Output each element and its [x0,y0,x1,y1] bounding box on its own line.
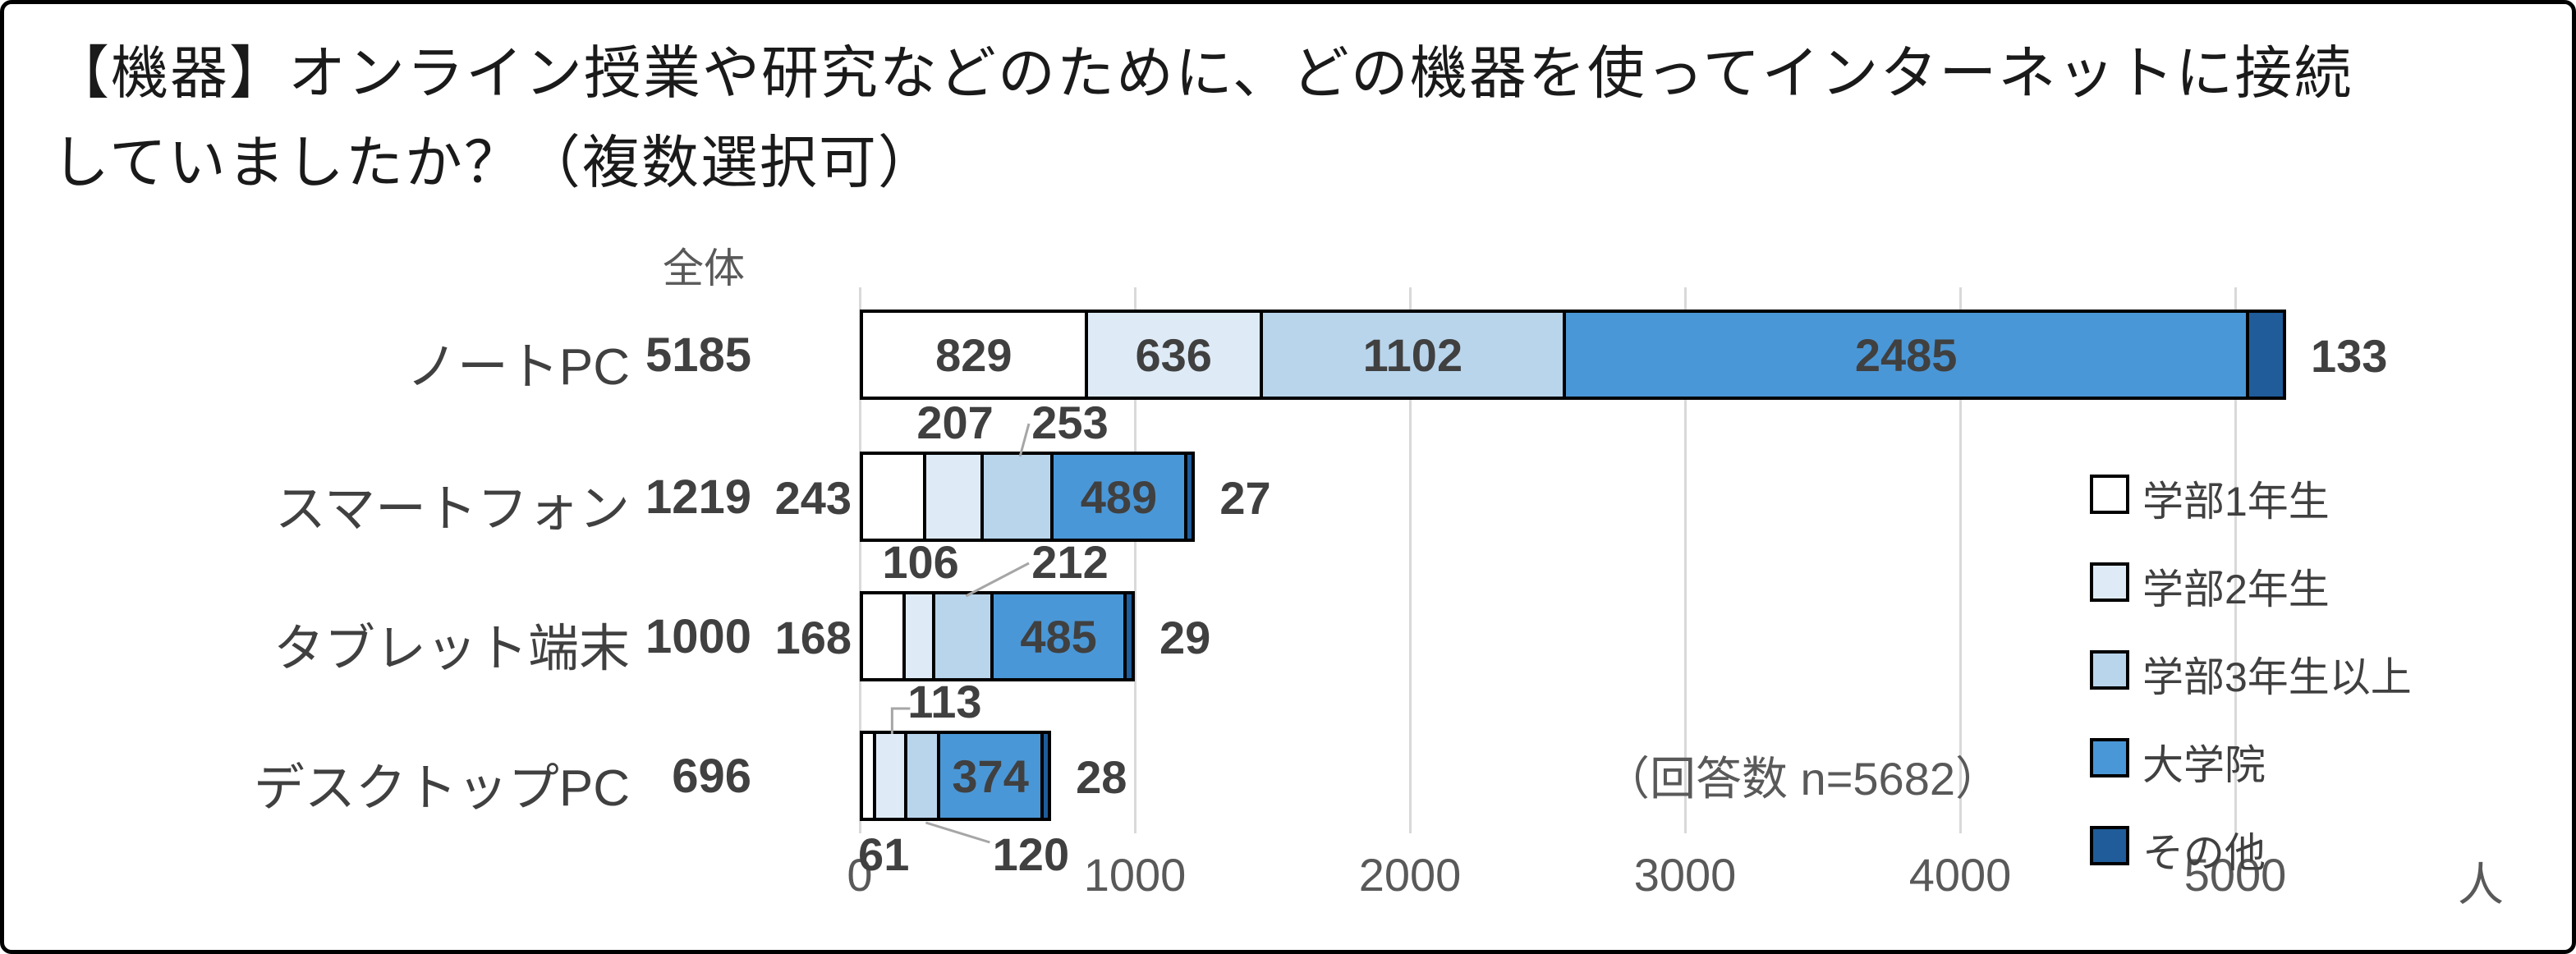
bar-segment: 485 [990,591,1127,681]
legend-label: 大学院 [2142,742,2266,788]
category-label: デスクトップPC [253,760,630,817]
segment-label: 27 [1219,472,1271,524]
legend-label: その他 [2142,830,2266,876]
legend-swatch [2090,562,2129,602]
bar-segment [902,591,935,681]
segment-label: 29 [1159,612,1211,663]
bar-segment: 374 [937,731,1044,821]
bar-segment [923,452,984,542]
segment-label: 212 [1031,536,1109,588]
segment-label: 61 [858,828,910,880]
bar-segment: 1102 [1259,310,1566,400]
gridline [1408,287,1412,833]
segment-label: 28 [1076,751,1127,803]
bar-segment: 636 [1084,310,1263,400]
legend-swatch [2090,738,2129,777]
axis-tick-label: 5000 [2183,849,2287,901]
category-label: ノートPC [406,339,630,396]
segment-label: 120 [992,828,1070,880]
chart-title-line-2: していましたか？（複数選択可） [52,130,937,195]
total-value: 1219 [645,470,751,524]
legend-label: 学部2年生 [2142,566,2330,612]
bar-segment: 2485 [1562,310,2250,400]
bar-segment [860,452,927,542]
segment-label: 113 [907,676,982,727]
axis-tick-label: 0 [847,849,873,901]
segment-label: 133 [2310,330,2388,382]
total-value: 1000 [645,610,751,663]
segment-label: 253 [1031,397,1109,448]
bar-segment [980,452,1054,542]
bar-segment [873,731,908,821]
total-value: 5185 [645,328,751,382]
bar-segment [1040,731,1052,821]
bar-segment: 489 [1049,452,1188,542]
gridline [1683,287,1687,833]
total-value: 696 [672,750,751,803]
plot-area: 0 1000 2000 3000 4000 5000 ノートPC 5185 829 636 1102… [4,4,2572,950]
segment-label: 106 [882,536,959,588]
legend-swatch [2090,650,2129,690]
axis-tick-label: 1000 [1083,849,1187,901]
response-count-note: （回答数 n=5682） [1604,753,2001,805]
chart-title: 【機器】オンライン授業や研究などのために、どの機器を使ってインターネットに接続 … [52,29,2353,207]
bar-segment [931,591,994,681]
gridline [1958,287,1962,833]
bar-segment [1123,591,1135,681]
axis-tick-label: 2000 [1358,849,1462,901]
bar-segment [2246,310,2286,400]
category-label: タブレット端末 [273,621,630,677]
legend-swatch [2090,475,2129,514]
gridline [858,287,861,833]
segment-label: 207 [916,397,994,448]
gridline [1133,287,1136,833]
axis-unit-label: 人 [2458,859,2504,910]
category-label: スマートフォン [274,481,630,538]
bar-segment: 829 [860,310,1088,400]
chart-title-line-1: 【機器】オンライン授業や研究などのために、どの機器を使ってインターネットに接続 [52,41,2353,105]
bar-segment [860,591,907,681]
bar-segment [904,731,941,821]
segment-label: 168 [774,612,852,663]
bar-segment [1184,452,1196,542]
segment-label: 243 [774,472,852,524]
legend-label: 学部1年生 [2142,479,2330,525]
legend-label: 学部3年生以上 [2142,654,2412,700]
totals-header: 全体 [663,245,745,291]
axis-tick-label: 3000 [1633,849,1737,901]
legend-swatch [2090,826,2129,865]
gridline [2234,287,2237,833]
axis-tick-label: 4000 [1908,849,2012,901]
